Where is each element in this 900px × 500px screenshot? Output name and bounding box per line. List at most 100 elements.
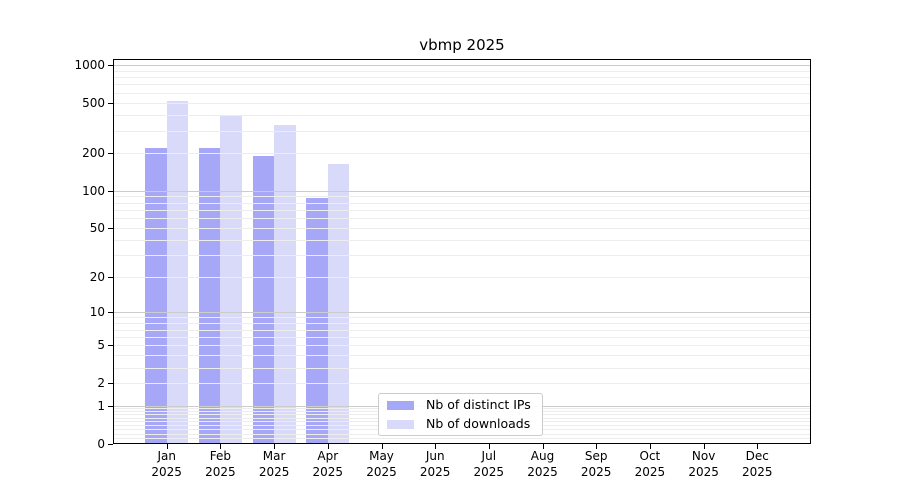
y-axis-tick-label: 50 bbox=[89, 221, 105, 235]
x-axis-tick bbox=[542, 444, 544, 449]
y-axis-tick bbox=[108, 383, 113, 385]
minor-gridline bbox=[114, 345, 810, 347]
minor-gridline bbox=[114, 115, 810, 116]
y-axis-tick-label: 1 bbox=[97, 398, 105, 413]
minor-gridline bbox=[114, 209, 810, 211]
y-axis-tick-label: 200 bbox=[82, 145, 105, 160]
bar-distinct-ips-feb bbox=[198, 147, 221, 443]
x-axis-tick bbox=[703, 444, 705, 449]
x-axis-tick bbox=[488, 444, 490, 449]
x-axis-tick-label: Nov 2025 bbox=[674, 448, 734, 480]
x-axis-tick-label: Jan 2025 bbox=[137, 448, 197, 480]
minor-gridline bbox=[114, 228, 810, 229]
x-axis-tick-label: Aug 2025 bbox=[513, 448, 573, 480]
year-label: 2025 bbox=[580, 465, 612, 479]
bar-distinct-ips-mar bbox=[252, 155, 275, 443]
x-axis-tick-label: May 2025 bbox=[352, 448, 412, 480]
x-axis-tick-label: Feb 2025 bbox=[190, 448, 250, 480]
y-axis-tick bbox=[108, 312, 113, 314]
year-label: 2025 bbox=[742, 465, 773, 479]
x-axis-tick-label: Dec 2025 bbox=[727, 448, 787, 480]
minor-gridline bbox=[114, 70, 810, 72]
year-label: 2025 bbox=[258, 465, 290, 479]
x-axis-tick bbox=[381, 444, 383, 449]
x-axis-tick-label: Sep 2025 bbox=[566, 448, 626, 480]
y-axis-tick bbox=[108, 276, 113, 278]
legend: Nb of distinct IPs Nb of downloads bbox=[378, 393, 543, 436]
x-axis-tick-label: Jun 2025 bbox=[405, 448, 465, 480]
legend-swatch-distinct-ips bbox=[387, 400, 414, 410]
year-label: 2025 bbox=[312, 465, 344, 479]
year-label: 2025 bbox=[151, 465, 182, 479]
bar-downloads-jan bbox=[166, 100, 189, 443]
legend-swatch-downloads bbox=[387, 419, 414, 429]
y-axis-tick-label: 1000 bbox=[74, 57, 105, 72]
y-axis-tick-label: 2 bbox=[97, 376, 105, 391]
y-axis-tick bbox=[108, 345, 113, 347]
x-axis-tick bbox=[274, 444, 276, 449]
major-gridline bbox=[114, 64, 810, 66]
y-axis-tick-label: 500 bbox=[82, 95, 105, 110]
x-axis-tick bbox=[435, 444, 437, 449]
y-axis-tick-label: 20 bbox=[89, 269, 105, 284]
legend-label-distinct-ips: Nb of distinct IPs bbox=[426, 397, 531, 412]
month-label: May bbox=[369, 449, 394, 463]
minor-gridline bbox=[114, 218, 810, 220]
x-axis-tick-label: Apr 2025 bbox=[298, 448, 358, 480]
minor-gridline bbox=[114, 336, 810, 338]
chart-title: vbmp 2025 bbox=[419, 36, 505, 54]
legend-label-downloads: Nb of downloads bbox=[426, 416, 531, 431]
x-axis-tick bbox=[327, 444, 329, 449]
minor-gridline bbox=[114, 240, 810, 241]
month-label: Jan bbox=[157, 449, 176, 463]
year-label: 2025 bbox=[205, 465, 236, 479]
bar-downloads-mar bbox=[274, 124, 296, 443]
x-axis-tick bbox=[649, 444, 651, 449]
bar-downloads-apr bbox=[327, 164, 350, 443]
y-axis-tick bbox=[108, 443, 113, 445]
year-label: 2025 bbox=[634, 465, 666, 479]
legend-item-downloads: Nb of downloads bbox=[387, 417, 532, 431]
minor-gridline bbox=[114, 438, 810, 440]
month-label: Nov bbox=[691, 449, 716, 463]
legend-item-distinct-ips: Nb of distinct IPs bbox=[387, 398, 532, 412]
x-axis-tick-label: Oct 2025 bbox=[620, 448, 680, 480]
minor-gridline bbox=[114, 355, 810, 357]
minor-gridline bbox=[114, 92, 810, 94]
month-label: Jun bbox=[425, 449, 445, 463]
x-axis-tick bbox=[757, 444, 759, 449]
y-axis-tick bbox=[108, 102, 113, 104]
x-axis-tick bbox=[166, 444, 168, 449]
month-label: Sep bbox=[584, 449, 608, 463]
y-axis-tick bbox=[108, 64, 113, 66]
x-axis-tick-label: Jul 2025 bbox=[459, 448, 519, 480]
month-label: Feb bbox=[209, 449, 232, 463]
minor-gridline bbox=[114, 367, 810, 369]
month-label: Oct bbox=[639, 449, 661, 463]
x-axis-tick bbox=[220, 444, 222, 449]
year-label: 2025 bbox=[419, 465, 451, 479]
minor-gridline bbox=[114, 196, 810, 198]
x-axis-tick-label: Mar 2025 bbox=[244, 448, 304, 480]
y-axis-tick-label: 5 bbox=[97, 338, 105, 353]
y-axis-tick bbox=[108, 152, 113, 154]
minor-gridline bbox=[114, 77, 810, 79]
minor-gridline bbox=[114, 323, 810, 325]
month-label: Dec bbox=[745, 449, 769, 463]
year-label: 2025 bbox=[527, 465, 558, 479]
month-label: Aug bbox=[530, 449, 555, 463]
month-label: Jul bbox=[481, 449, 497, 463]
minor-gridline bbox=[114, 329, 810, 331]
minor-gridline bbox=[114, 152, 810, 154]
y-axis-tick bbox=[108, 228, 113, 229]
bar-downloads-feb bbox=[220, 115, 242, 443]
minor-gridline bbox=[114, 317, 810, 319]
bar-distinct-ips-apr bbox=[306, 198, 328, 443]
minor-gridline bbox=[114, 383, 810, 385]
month-label: Mar bbox=[262, 449, 286, 463]
y-axis-tick bbox=[108, 190, 113, 192]
year-label: 2025 bbox=[366, 465, 397, 479]
minor-gridline bbox=[114, 102, 810, 104]
year-label: 2025 bbox=[473, 465, 505, 479]
